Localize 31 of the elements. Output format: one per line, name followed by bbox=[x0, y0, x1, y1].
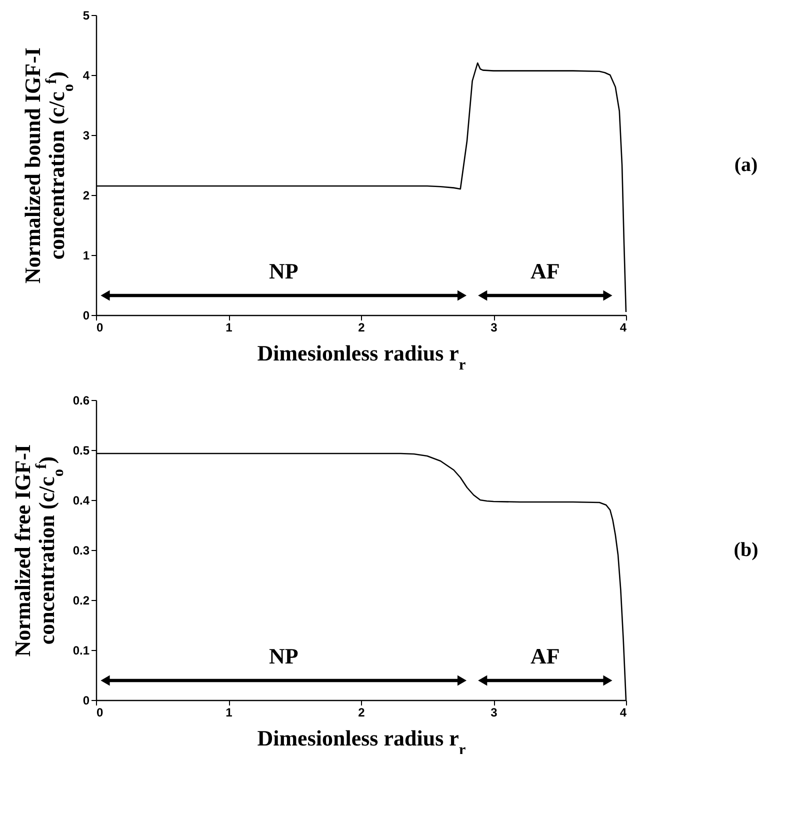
annotation: NP bbox=[268, 644, 298, 668]
y-tick-label: 0.6 bbox=[72, 394, 90, 408]
x-tick-label: 1 bbox=[226, 706, 233, 720]
annotation: AF bbox=[530, 258, 560, 284]
y-tick-label: 0.3 bbox=[72, 544, 90, 558]
y-tick-label: 0.2 bbox=[72, 594, 90, 608]
y-tick-label: 0.5 bbox=[72, 444, 90, 458]
x-tick-label: 2 bbox=[358, 706, 366, 720]
y-tick-label: 0.1 bbox=[72, 644, 90, 658]
y-tick-label: 1 bbox=[82, 248, 90, 262]
x-tick-label: 4 bbox=[620, 320, 627, 334]
x-tick-label: 1 bbox=[226, 320, 233, 334]
text: (b) bbox=[734, 539, 758, 561]
annotation: NP bbox=[268, 258, 298, 284]
x-tick-label: 4 bbox=[620, 706, 627, 720]
y-tick-label: 0.4 bbox=[72, 494, 90, 508]
x-axis-title: Dimesionless radius r$_{r}$ bbox=[257, 340, 466, 373]
y-tick-label: 2 bbox=[82, 188, 90, 202]
x-tick-label: 2 bbox=[358, 320, 366, 334]
y-tick-label: 3 bbox=[82, 128, 90, 142]
x-tick-label: 0 bbox=[96, 706, 104, 720]
annotation: AF bbox=[530, 644, 560, 668]
x-tick-label: 3 bbox=[490, 706, 498, 720]
x-axis-title: Dimesionless radius r$_{r}$ bbox=[257, 726, 466, 758]
x-tick-label: 3 bbox=[490, 320, 498, 334]
x-tick-label: 0 bbox=[96, 320, 104, 334]
y-tick-label: 0 bbox=[82, 694, 90, 708]
y-tick-label: 4 bbox=[82, 68, 90, 82]
text: (a) bbox=[734, 154, 758, 176]
y-tick-label: 0 bbox=[82, 308, 90, 322]
y-tick-label: 5 bbox=[82, 8, 90, 22]
